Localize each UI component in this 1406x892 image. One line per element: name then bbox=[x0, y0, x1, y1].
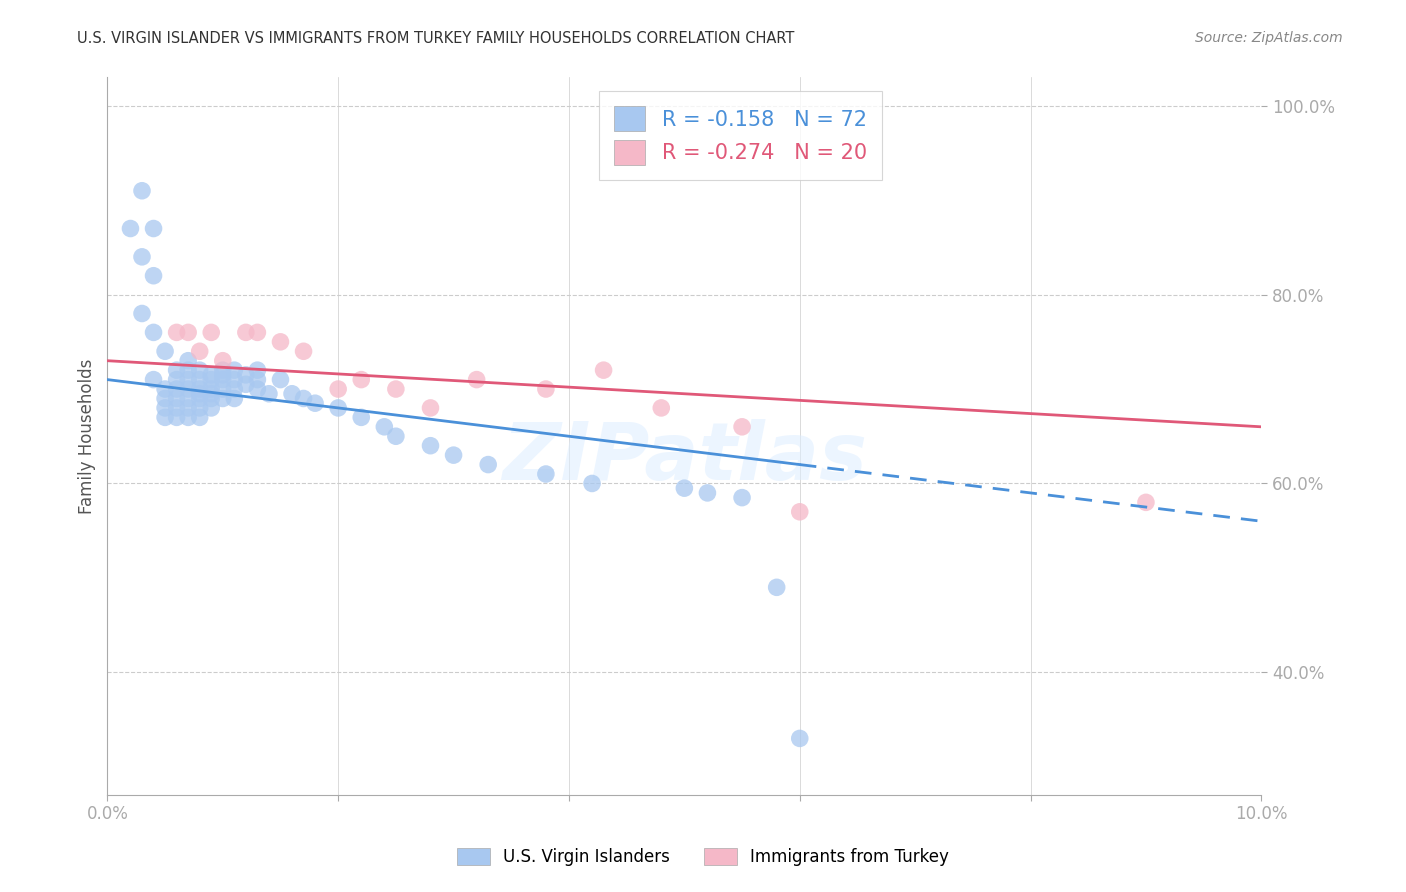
Point bbox=[142, 373, 165, 387]
Point bbox=[153, 392, 176, 406]
Point bbox=[166, 326, 188, 340]
Point bbox=[131, 250, 153, 264]
Point bbox=[257, 386, 280, 401]
Point bbox=[200, 392, 222, 406]
Point bbox=[188, 363, 211, 377]
Point bbox=[177, 401, 200, 415]
Point bbox=[166, 392, 188, 406]
Point bbox=[188, 386, 211, 401]
Point bbox=[373, 419, 395, 434]
Point bbox=[477, 458, 499, 472]
Point bbox=[235, 377, 257, 392]
Point bbox=[534, 382, 557, 396]
Point bbox=[765, 580, 787, 594]
Point bbox=[269, 373, 291, 387]
Point bbox=[211, 392, 233, 406]
Point bbox=[419, 401, 441, 415]
Text: ZIPatlas: ZIPatlas bbox=[502, 418, 868, 497]
Point bbox=[200, 382, 222, 396]
Point bbox=[142, 326, 165, 340]
Point bbox=[142, 221, 165, 235]
Point bbox=[166, 410, 188, 425]
Point bbox=[188, 382, 211, 396]
Point bbox=[211, 368, 233, 382]
Point bbox=[385, 429, 408, 443]
Point bbox=[177, 382, 200, 396]
Point bbox=[177, 353, 200, 368]
Point bbox=[211, 373, 233, 387]
Point bbox=[269, 334, 291, 349]
Point bbox=[188, 344, 211, 359]
Point bbox=[153, 344, 176, 359]
Point bbox=[188, 373, 211, 387]
Y-axis label: Family Households: Family Households bbox=[79, 359, 96, 514]
Point bbox=[153, 401, 176, 415]
Point bbox=[177, 363, 200, 377]
Point bbox=[789, 505, 811, 519]
Point bbox=[235, 368, 257, 382]
Point bbox=[131, 306, 153, 320]
Point bbox=[246, 382, 269, 396]
Point bbox=[534, 467, 557, 481]
Point bbox=[350, 373, 373, 387]
Point bbox=[465, 373, 488, 387]
Point bbox=[592, 363, 614, 377]
Point bbox=[224, 392, 246, 406]
Point bbox=[177, 326, 200, 340]
Point bbox=[224, 363, 246, 377]
Point bbox=[177, 373, 200, 387]
Point bbox=[731, 419, 754, 434]
Point bbox=[304, 396, 326, 410]
Point bbox=[1135, 495, 1157, 509]
Point bbox=[211, 363, 233, 377]
Point bbox=[200, 326, 222, 340]
Point bbox=[731, 491, 754, 505]
Point bbox=[292, 392, 315, 406]
Point bbox=[166, 401, 188, 415]
Point bbox=[177, 410, 200, 425]
Point bbox=[443, 448, 465, 462]
Point bbox=[153, 410, 176, 425]
Point bbox=[120, 221, 142, 235]
Point bbox=[385, 382, 408, 396]
Point bbox=[246, 363, 269, 377]
Point bbox=[166, 363, 188, 377]
Point bbox=[328, 401, 350, 415]
Point bbox=[292, 344, 315, 359]
Point bbox=[153, 382, 176, 396]
Point bbox=[188, 392, 211, 406]
Point bbox=[328, 382, 350, 396]
Point bbox=[235, 326, 257, 340]
Text: Source: ZipAtlas.com: Source: ZipAtlas.com bbox=[1195, 31, 1343, 45]
Point bbox=[200, 368, 222, 382]
Point bbox=[188, 401, 211, 415]
Point bbox=[166, 373, 188, 387]
Point bbox=[131, 184, 153, 198]
Point bbox=[224, 382, 246, 396]
Legend: R = -0.158   N = 72, R = -0.274   N = 20: R = -0.158 N = 72, R = -0.274 N = 20 bbox=[599, 92, 882, 180]
Point bbox=[581, 476, 603, 491]
Point bbox=[246, 326, 269, 340]
Point bbox=[673, 481, 696, 495]
Point bbox=[224, 373, 246, 387]
Point bbox=[177, 392, 200, 406]
Point bbox=[188, 410, 211, 425]
Point bbox=[200, 386, 222, 401]
Point bbox=[211, 382, 233, 396]
Point bbox=[211, 353, 233, 368]
Point bbox=[246, 373, 269, 387]
Point bbox=[200, 373, 222, 387]
Point bbox=[419, 439, 441, 453]
Point bbox=[142, 268, 165, 283]
Point bbox=[281, 386, 304, 401]
Point bbox=[166, 382, 188, 396]
Point bbox=[200, 401, 222, 415]
Point bbox=[696, 486, 718, 500]
Point bbox=[789, 731, 811, 746]
Point bbox=[350, 410, 373, 425]
Point bbox=[650, 401, 672, 415]
Legend: U.S. Virgin Islanders, Immigrants from Turkey: U.S. Virgin Islanders, Immigrants from T… bbox=[450, 841, 956, 873]
Text: U.S. VIRGIN ISLANDER VS IMMIGRANTS FROM TURKEY FAMILY HOUSEHOLDS CORRELATION CHA: U.S. VIRGIN ISLANDER VS IMMIGRANTS FROM … bbox=[77, 31, 794, 46]
